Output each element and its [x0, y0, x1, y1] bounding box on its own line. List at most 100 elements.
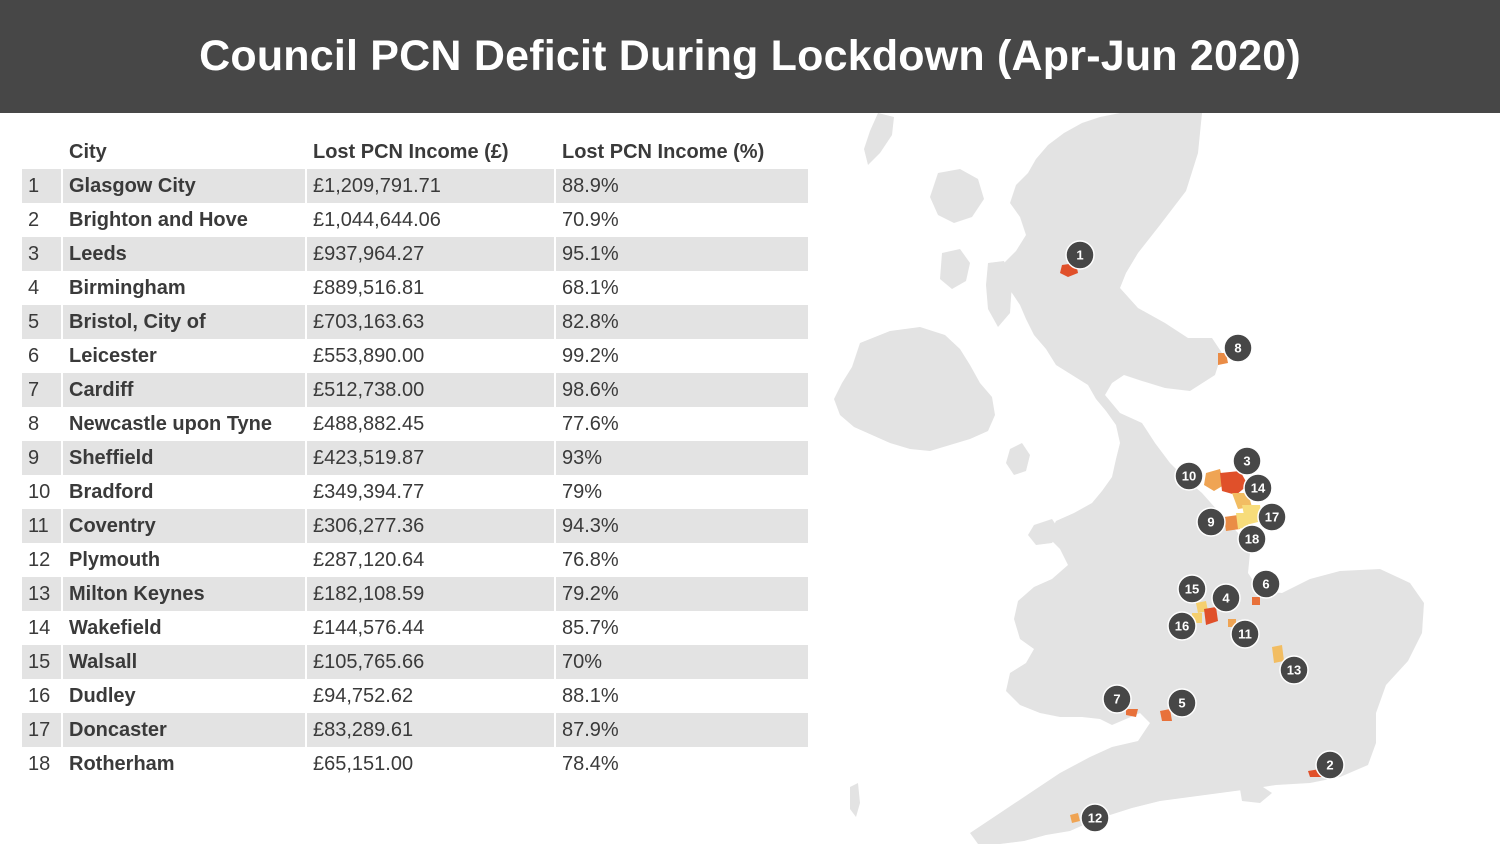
table-row: 18 Rotherham £65,151.00 78.4% — [22, 747, 808, 781]
table-row: 13 Milton Keynes £182,108.59 79.2% — [22, 577, 808, 611]
map-marker-label: 18 — [1245, 532, 1259, 547]
map-marker-label: 9 — [1207, 515, 1214, 530]
rank-cell: 11 — [22, 509, 61, 543]
islay-landmass — [940, 249, 970, 289]
table-row: 16 Dudley £94,752.62 88.1% — [22, 679, 808, 713]
income-cell: £182,108.59 — [305, 577, 554, 611]
table-header-row: City Lost PCN Income (£) Lost PCN Income… — [22, 135, 808, 169]
income-cell: £144,576.44 — [305, 611, 554, 645]
rank-cell: 3 — [22, 237, 61, 271]
city-cell: Doncaster — [61, 713, 305, 747]
map-marker: 5 — [1167, 688, 1197, 718]
council-area-leeds — [1220, 471, 1248, 495]
title-bar: Council PCN Deficit During Lockdown (Apr… — [0, 0, 1500, 113]
map-marker-circle — [1167, 611, 1197, 641]
map-marker-circle — [1232, 446, 1262, 476]
inner-hebrides-landmass — [930, 169, 984, 223]
income-cell: £889,516.81 — [305, 271, 554, 305]
scilly-landmass — [850, 783, 860, 817]
table-row: 15 Walsall £105,765.66 70% — [22, 645, 808, 679]
rank-cell: 6 — [28, 344, 40, 367]
map-marker-circle — [1237, 524, 1267, 554]
income-cell: £1,044,644.06 — [305, 203, 554, 237]
map-marker: 10 — [1174, 461, 1204, 491]
table-row: 3 Leeds £937,964.27 95.1% — [22, 237, 808, 271]
map-marker-label: 4 — [1222, 591, 1230, 606]
map-marker-circle — [1174, 461, 1204, 491]
map-marker-label: 2 — [1326, 758, 1333, 773]
rank-cell: 12 — [28, 548, 51, 571]
map-marker-label: 3 — [1243, 454, 1250, 469]
income-cell: £83,289.61 — [305, 713, 554, 747]
income-cell: £937,964.27 — [305, 237, 554, 271]
percent-cell: 79.2% — [554, 577, 808, 611]
map-marker: 7 — [1102, 684, 1132, 714]
council-area-plymouth — [1070, 813, 1080, 823]
map-marker-circle — [1065, 240, 1095, 270]
table-row: 2 Brighton and Hove £1,044,644.06 70.9% — [22, 203, 808, 237]
table-row: 7 Cardiff £512,738.00 98.6% — [22, 373, 808, 407]
map-marker-circle — [1196, 507, 1226, 537]
table-row: 5 Bristol, City of £703,163.63 82.8% — [22, 305, 808, 339]
city-cell: Cardiff — [61, 373, 305, 407]
rank-cell: 2 — [28, 208, 40, 231]
council-area-leicester — [1252, 597, 1260, 605]
map-marker: 3 — [1232, 446, 1262, 476]
map-marker-label: 16 — [1175, 619, 1189, 634]
city-cell: Newcastle upon Tyne — [61, 407, 305, 441]
map-marker-circle — [1257, 502, 1287, 532]
map-marker-circle — [1211, 583, 1241, 613]
percent-cell: 98.6% — [554, 373, 808, 407]
income-cell: £287,120.64 — [305, 543, 554, 577]
map-marker-circle — [1279, 655, 1309, 685]
map-marker-label: 11 — [1238, 627, 1252, 642]
percent-cell: 95.1% — [554, 237, 808, 271]
map-marker: 2 — [1315, 750, 1345, 780]
table-row: 14 Wakefield £144,576.44 85.7% — [22, 611, 808, 645]
income-cell: £512,738.00 — [305, 373, 554, 407]
city-cell: Dudley — [61, 679, 305, 713]
map-marker-circle — [1177, 574, 1207, 604]
income-cell: £488,882.45 — [305, 407, 554, 441]
deficit-table-container: City Lost PCN Income (£) Lost PCN Income… — [22, 135, 808, 781]
percent-cell: 99.2% — [554, 339, 808, 373]
great-britain-landmass — [970, 113, 1424, 844]
city-cell: Brighton and Hove — [61, 203, 305, 237]
city-cell: Leeds — [61, 237, 305, 271]
rank-cell: 13 — [22, 577, 61, 611]
table-row: 12 Plymouth £287,120.64 76.8% — [22, 543, 808, 577]
rank-cell: 17 — [22, 713, 61, 747]
rank-cell: 9 — [22, 441, 61, 475]
map-marker-label: 6 — [1262, 577, 1269, 592]
deficit-table: City Lost PCN Income (£) Lost PCN Income… — [22, 135, 808, 781]
city-cell: Walsall — [61, 645, 305, 679]
map-marker-label: 14 — [1251, 481, 1266, 496]
map-marker: 13 — [1279, 655, 1309, 685]
council-area-bradford — [1204, 469, 1224, 491]
city-cell: Sheffield — [61, 441, 305, 475]
table-body: 1 Glasgow City £1,209,791.71 88.9% 2 Brighton… — [22, 169, 808, 781]
income-cell: £703,163.63 — [305, 305, 554, 339]
rank-cell: 15 — [22, 645, 61, 679]
rank-cell: 8 — [28, 412, 40, 435]
percent-cell: 70.9% — [554, 203, 808, 237]
rank-cell: 16 — [28, 684, 51, 707]
percent-cell: 93% — [554, 441, 808, 475]
map-marker: 14 — [1243, 473, 1273, 503]
map-marker-circle — [1223, 333, 1253, 363]
income-cell: £306,277.36 — [305, 509, 554, 543]
map-marker: 12 — [1080, 803, 1110, 833]
map-marker-label: 13 — [1287, 663, 1301, 678]
council-area-sheffield — [1224, 515, 1240, 531]
map-marker-label: 1 — [1076, 248, 1083, 263]
income-cell: £553,890.00 — [305, 339, 554, 373]
map-marker-label: 10 — [1182, 469, 1196, 484]
percent-cell: 87.9% — [554, 713, 808, 747]
column-header-rank — [22, 135, 61, 169]
map-marker-circle — [1315, 750, 1345, 780]
column-header-city: City — [61, 135, 305, 169]
map-marker: 16 — [1167, 611, 1197, 641]
council-area-newcastle — [1218, 353, 1228, 365]
map-marker: 17 — [1257, 502, 1287, 532]
table-row: 10 Bradford £349,394.77 79% — [22, 475, 808, 509]
